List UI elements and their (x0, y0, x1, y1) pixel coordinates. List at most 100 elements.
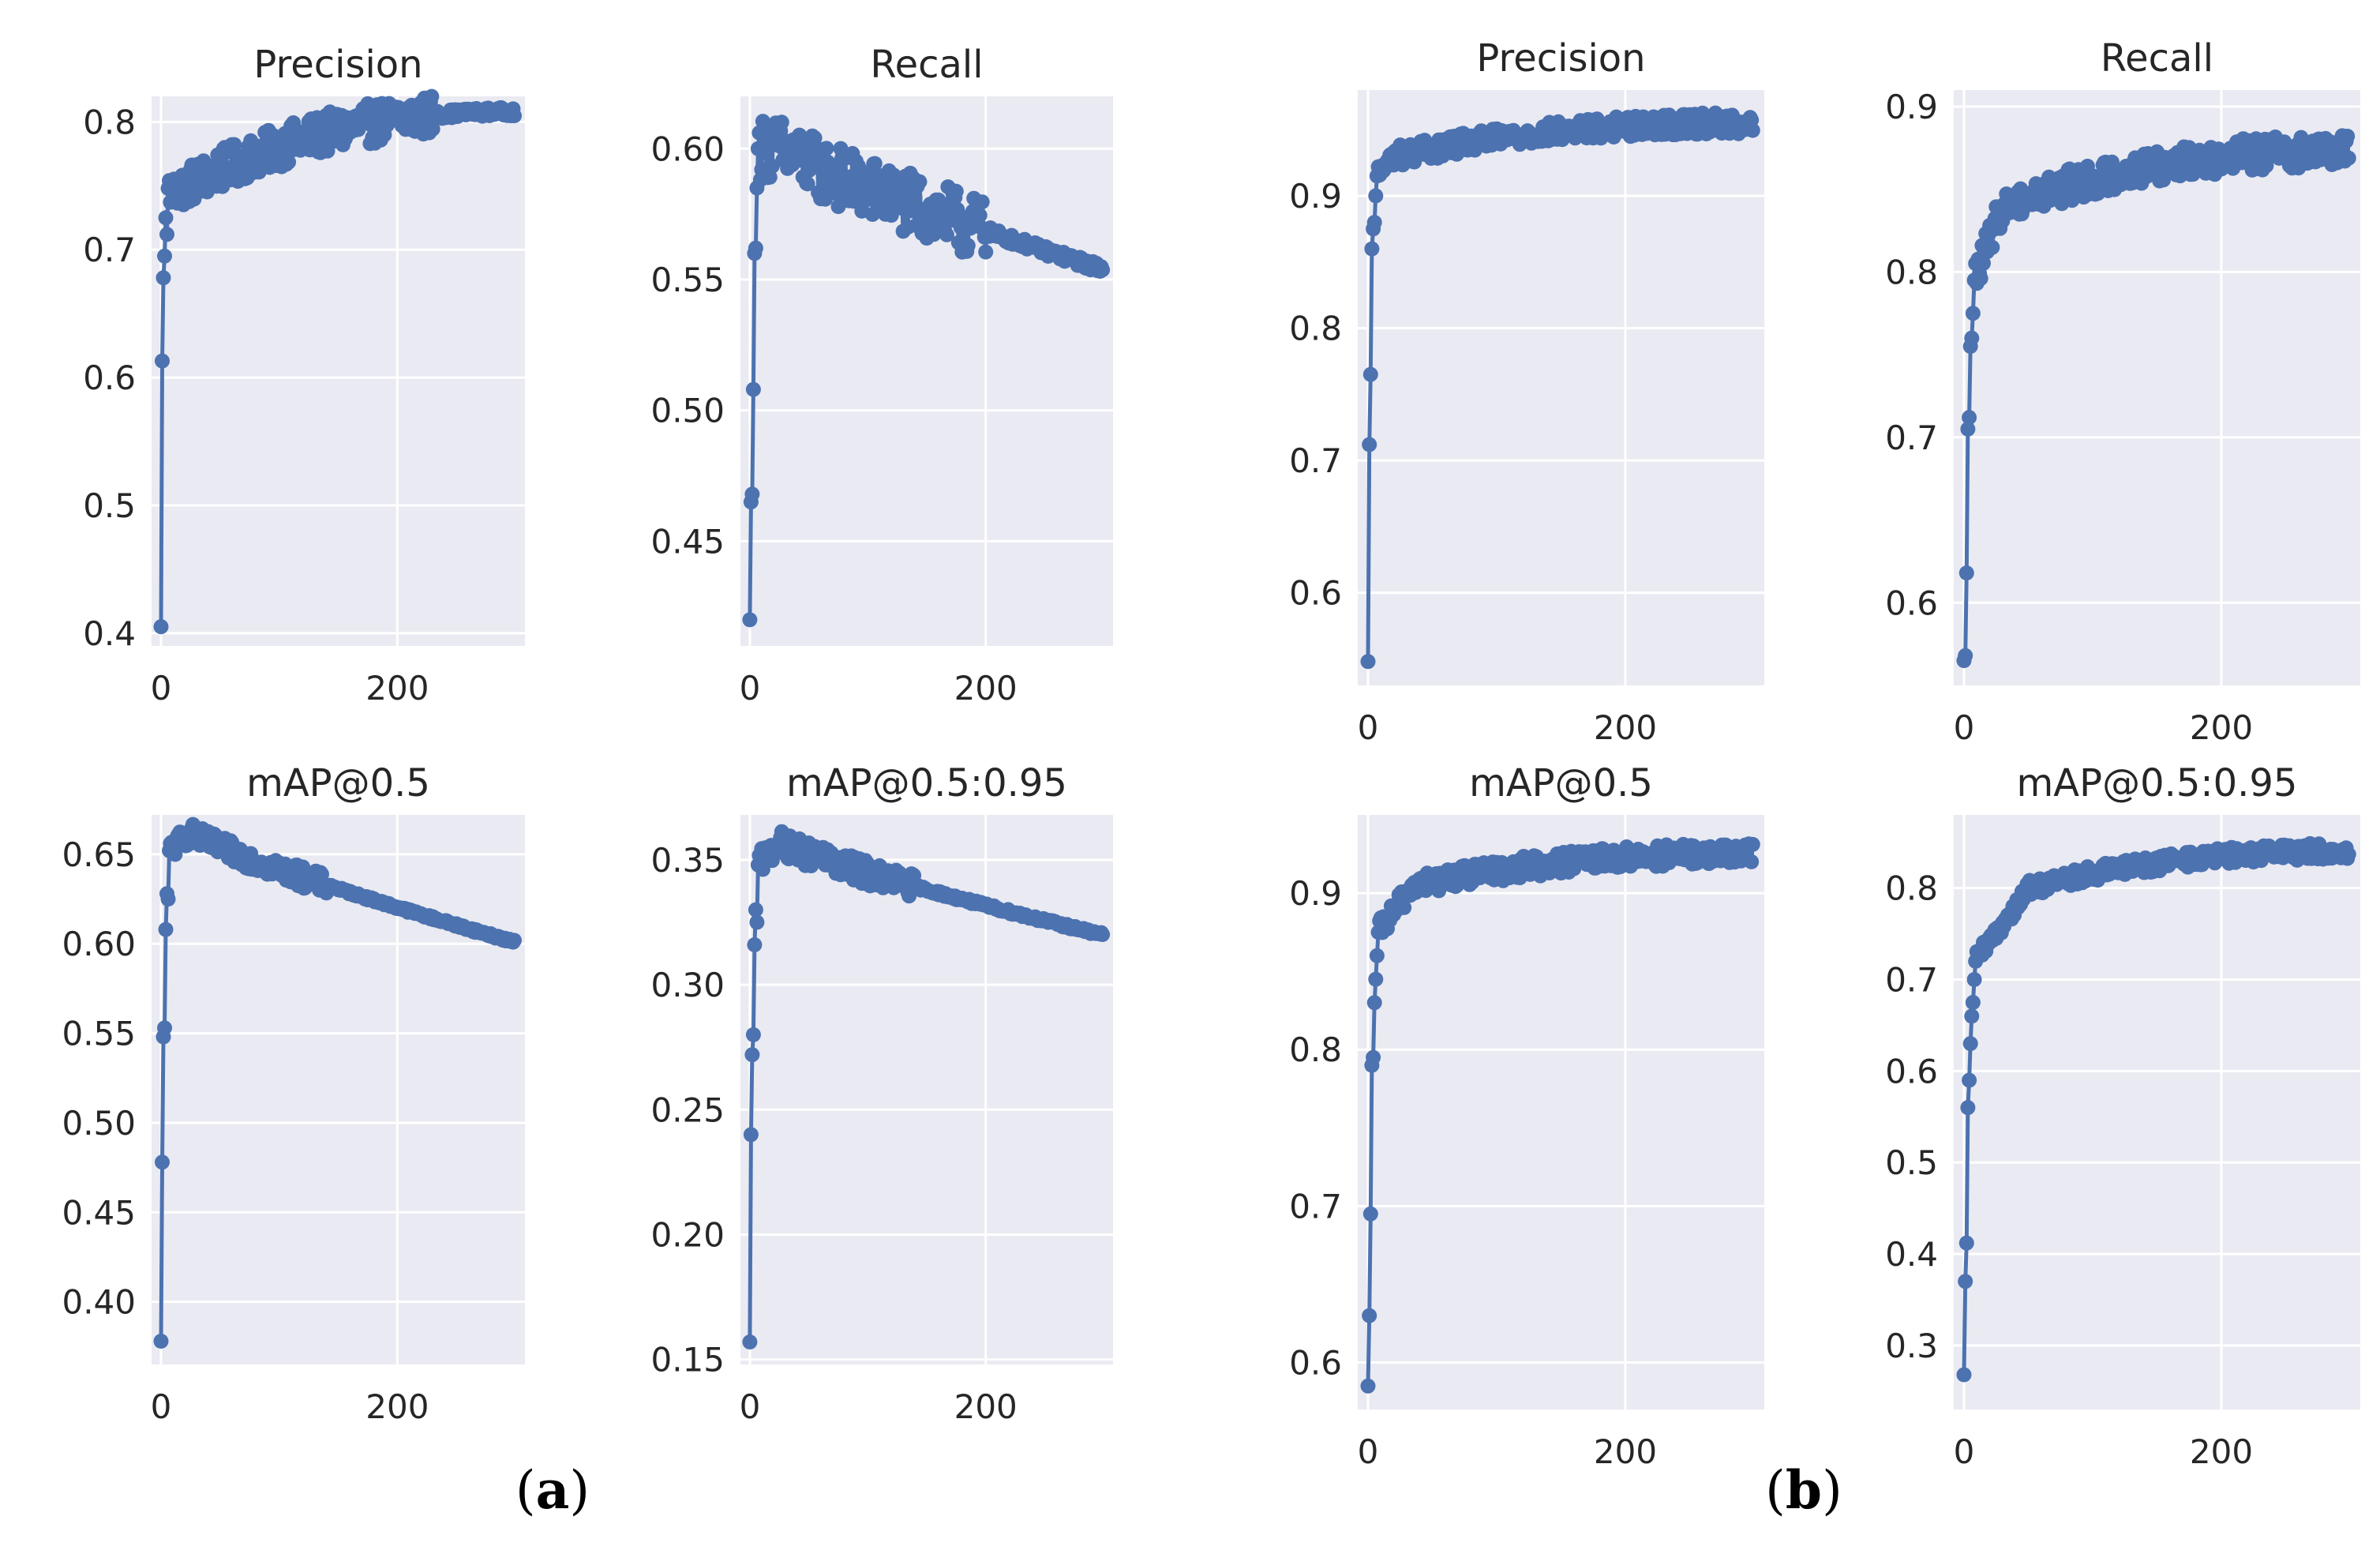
y-tick-label: 0.9 (1289, 874, 1342, 913)
x-tick-label: 0 (1954, 708, 1975, 747)
caption-b: (b) (1765, 1459, 1842, 1521)
data-point (158, 922, 174, 937)
y-tick-label: 0.7 (1885, 419, 1938, 457)
panel-title: Recall (870, 43, 983, 87)
data-point (1745, 836, 1760, 852)
data-point (156, 270, 171, 286)
chart-panel-b-map5095: 0.3 0.4 0.5 0.6 0.7 0.8 0 200 mAP@0.5:0.95 (1885, 761, 2360, 1471)
data-point (939, 227, 954, 242)
data-point (1362, 1308, 1377, 1323)
data-point (507, 108, 522, 124)
panel-title: mAP@0.5:0.95 (786, 761, 1067, 805)
data-point (1744, 854, 1760, 869)
y-tick-label: 0.65 (62, 835, 136, 874)
data-point (1973, 271, 1988, 287)
chart-panel-b-precision: 0.6 0.7 0.8 0.9 0 200 Precision (1289, 36, 1764, 747)
data-point (1364, 241, 1380, 257)
y-tick-label: 0.5 (1885, 1143, 1938, 1182)
data-point (425, 121, 440, 137)
data-point (742, 1334, 758, 1349)
y-tick-label: 0.7 (1289, 1187, 1342, 1226)
data-point (2341, 846, 2356, 862)
y-tick-label: 0.7 (1289, 441, 1342, 480)
data-point (978, 244, 994, 260)
data-point (948, 183, 964, 199)
data-point (745, 1027, 761, 1042)
data-point (744, 1047, 760, 1063)
y-tick-label: 0.35 (650, 841, 725, 880)
data-point (745, 381, 761, 397)
chart-panels: 0.40.50.60.70.80 200Precision0.450.500.55… (62, 36, 2360, 1471)
data-point (749, 914, 765, 930)
x-tick-label: 200 (365, 1387, 429, 1426)
data-point (1366, 995, 1382, 1011)
data-point (1985, 239, 2000, 255)
caption-a: (a) (515, 1459, 590, 1521)
data-point (1962, 1072, 1977, 1088)
y-tick-label: 0.15 (650, 1341, 725, 1379)
x-tick-label: 0 (740, 1387, 761, 1426)
data-point (1958, 1274, 1973, 1289)
y-tick-label: 0.8 (1289, 310, 1342, 348)
data-point (1362, 437, 1377, 452)
panel-title: Precision (1476, 36, 1645, 81)
y-tick-label: 0.8 (1289, 1030, 1342, 1069)
series-markers (1360, 105, 1760, 670)
data-point (743, 1127, 759, 1143)
y-tick-label: 0.8 (1885, 869, 1938, 908)
data-point (1965, 306, 1981, 321)
data-point (1095, 927, 1111, 942)
data-point (819, 141, 834, 156)
data-point (1362, 1206, 1378, 1222)
x-tick-label: 0 (740, 669, 761, 708)
panel-title: mAP@0.5 (246, 761, 430, 805)
data-point (1368, 971, 1384, 987)
chart-panel-a-precision: 0.4 0.5 0.6 0.7 0.8 0 200 Precision (83, 43, 525, 708)
caption-a-close: ) (569, 1460, 590, 1521)
panel-title: Precision (253, 43, 422, 87)
series-markers (153, 88, 522, 635)
y-tick-label: 0.6 (1289, 574, 1342, 613)
y-tick-label: 0.6 (1289, 1344, 1342, 1383)
y-tick-label: 0.3 (1885, 1327, 1938, 1365)
data-point (1369, 948, 1385, 963)
data-point (1958, 1235, 1974, 1251)
data-point (157, 1020, 172, 1036)
caption-b-close: ) (1822, 1460, 1842, 1521)
data-point (314, 866, 329, 882)
data-point (158, 210, 174, 226)
data-point (748, 902, 763, 918)
series-markers (153, 816, 522, 1349)
y-tick-label: 0.4 (1885, 1235, 1938, 1274)
chart-panel-a-map50: 0.40 0.45 0.50 0.55 0.60 0.65 0 200 mAP@0.5 (62, 761, 525, 1426)
data-point (1745, 122, 1760, 138)
data-point (912, 174, 928, 190)
data-point (1964, 1008, 1980, 1024)
y-tick-label: 0.40 (62, 1283, 136, 1322)
x-tick-label: 200 (1594, 708, 1657, 747)
y-tick-label: 0.60 (62, 925, 136, 963)
y-tick-label: 0.8 (83, 103, 136, 141)
data-point (281, 154, 297, 170)
data-point (157, 248, 172, 264)
data-point (1366, 215, 1382, 231)
chart-panel-b-map50: 0.6 0.7 0.8 0.9 0 200 mAP@0.5 (1289, 761, 1764, 1471)
data-point (1965, 995, 1981, 1010)
chart-panel-a-recall: 0.45 0.50 0.55 0.60 0 200 Recall (650, 43, 1113, 708)
plot-area (152, 815, 525, 1364)
data-point (1958, 648, 1973, 663)
data-point (742, 612, 758, 628)
caption-a-letter: a (536, 1459, 570, 1521)
chart-panel-b-recall: 0.6 0.7 0.8 0.9 0 200 Recall (1885, 36, 2360, 747)
x-tick-label: 200 (365, 669, 429, 708)
data-point (974, 194, 990, 210)
data-point (1366, 1049, 1381, 1065)
y-tick-label: 0.6 (83, 358, 136, 397)
data-point (972, 208, 988, 223)
series-markers (1956, 835, 2356, 1383)
data-point (155, 353, 170, 369)
plot-area (1358, 90, 1764, 685)
data-point (1966, 972, 1982, 987)
y-tick-label: 0.45 (650, 522, 725, 561)
